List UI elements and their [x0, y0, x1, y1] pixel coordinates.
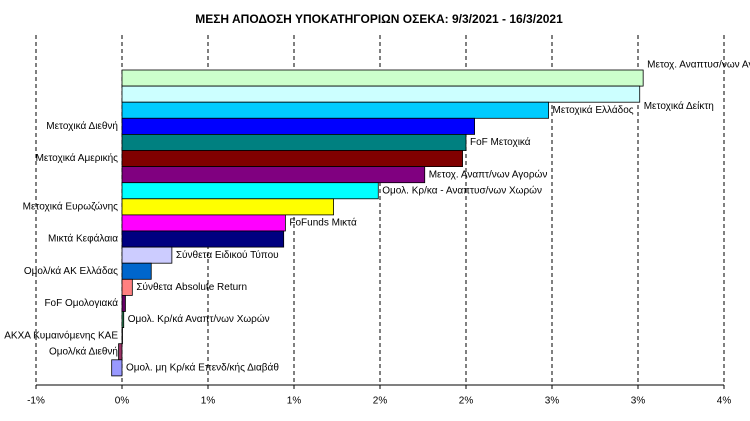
category-label: Ομολ/κά Διεθνή — [49, 345, 118, 357]
x-tick-label: 4% — [717, 396, 732, 407]
category-label: Ομολ. Κρ/κά Αναπτ/νων Χωρών — [128, 313, 270, 325]
category-label: Ομολ. μη Κρ/κά Επενδ/κής Διαβάθ — [126, 361, 279, 373]
bar — [121, 214, 286, 232]
category-label: FoFunds Μικτά — [289, 217, 357, 229]
bar — [121, 133, 467, 151]
x-tick-label: 0% — [115, 396, 130, 407]
category-label: Μετοχικά Δείκτη — [644, 100, 714, 112]
category-label: Σύνθετα Ειδικού Τύπου — [176, 249, 279, 261]
bar — [121, 150, 463, 168]
bar — [121, 166, 426, 184]
x-tick-label: 2% — [373, 396, 388, 407]
category-label: Ομολ. Κρ/κα - Αναπτυσ/νων Χωρών — [382, 184, 542, 196]
x-tick-label: -1% — [27, 396, 45, 407]
bar — [121, 311, 125, 329]
bar — [121, 278, 133, 296]
category-label: Μετοχ. Αναπτυσ/νων Αγορών — [647, 59, 750, 71]
x-tick-label: 1% — [287, 396, 302, 407]
category-label: FoF Μετοχικά — [470, 136, 531, 148]
x-tick-label: 1% — [201, 396, 216, 407]
bar — [121, 246, 173, 264]
bar — [111, 359, 123, 377]
bar — [121, 262, 152, 280]
category-label: Μετοχ. Αναπτ/νων Αγορών — [429, 168, 548, 180]
bar — [121, 117, 476, 135]
bar — [121, 327, 123, 345]
bar — [118, 343, 123, 361]
chart-title: ΜΕΣΗ ΑΠΟΔΟΣΗ ΥΠΟΚΑΤΗΓΟΡΙΩΝ ΟΣΕΚΑ: 9/3/20… — [195, 12, 563, 26]
category-label: Μικτά Κεφάλαια — [48, 233, 118, 245]
x-tick-label: 3% — [545, 396, 560, 407]
bar — [121, 198, 334, 216]
category-label: FoF Ομολογιακά — [44, 297, 118, 309]
category-label: Μετοχικά Διεθνή — [46, 120, 118, 132]
x-tick-label: 2% — [459, 396, 474, 407]
bar — [121, 182, 379, 200]
x-tick-label: 3% — [631, 396, 646, 407]
bar — [121, 294, 126, 312]
bar — [121, 230, 285, 248]
category-label: Μετοχικά Ευρωζώνης — [23, 200, 119, 212]
category-label: Σύνθετα Absolute Return — [136, 281, 247, 293]
bar — [121, 101, 549, 119]
category-label: ΑΚΧΑ Κυμαινόμενης ΚΑΕ — [4, 329, 118, 341]
bar — [121, 69, 644, 87]
category-label: Μετοχικά Ελλάδος — [553, 104, 634, 116]
category-label: Μετοχικά Αμερικής — [36, 152, 119, 164]
bar — [121, 85, 641, 103]
category-label: Ομολ/κά ΑΚ Ελλάδας — [24, 265, 118, 277]
